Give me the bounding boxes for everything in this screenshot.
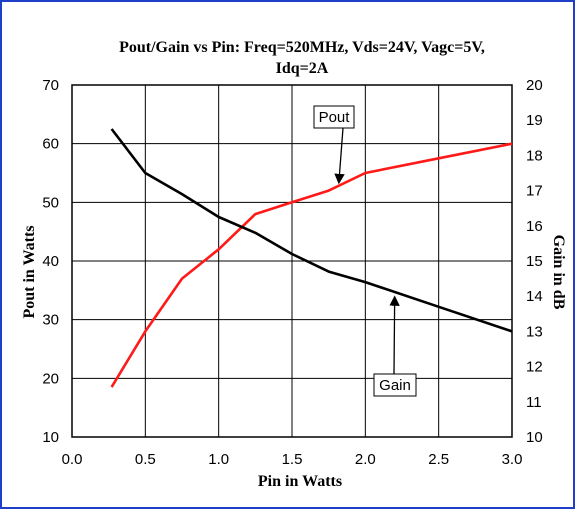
grid-lines	[71, 84, 513, 438]
right-axis-ticks: 10 11 12 13 14 15 16 17 18 19 20	[526, 77, 543, 446]
left-tick-label: 50	[42, 194, 59, 211]
x-axis-ticks: 0.0 0.5 1.0 1.5 2.0 2.5 3.0	[62, 451, 523, 468]
right-tick-label: 11	[526, 394, 542, 411]
chart-title: Pout/Gain vs Pin: Freq=520MHz, Vds=24V, …	[119, 39, 485, 56]
left-tick-label: 70	[42, 77, 59, 94]
callout-label-gain: Gain	[379, 377, 411, 394]
right-tick-label: 10	[526, 429, 543, 446]
series-layer	[110, 128, 513, 388]
plot-area-border	[71, 84, 513, 438]
right-tick-label: 19	[526, 112, 543, 129]
pout-gain-chart: Pout/Gain vs Pin: Freq=520MHz, Vds=24V, …	[21, 39, 567, 490]
callouts: Pout Gain	[313, 105, 417, 397]
callout-box-pout	[313, 105, 355, 129]
left-axis-ticks: 10 20 30 40 50 60 70	[42, 77, 59, 446]
chart-title-line2: Idq=2A	[276, 60, 329, 77]
callout-arrow-gain	[389, 295, 400, 375]
callout-label-pout: Pout	[319, 109, 351, 126]
x-tick-label: 1.5	[282, 451, 303, 468]
right-tick-label: 15	[526, 253, 543, 270]
right-axis-label: Gain in dB	[550, 235, 567, 310]
x-axis-label: Pin in Watts	[258, 473, 342, 490]
x-tick-label: 0.0	[62, 451, 83, 468]
right-tick-label: 14	[526, 288, 543, 305]
right-tick-label: 17	[526, 183, 543, 200]
callout-box-gain	[373, 373, 417, 397]
x-tick-label: 2.0	[355, 451, 376, 468]
left-tick-label: 30	[42, 312, 59, 329]
x-tick-label: 0.5	[135, 451, 156, 468]
left-axis-label: Pout in Watts	[21, 225, 38, 318]
left-tick-label: 20	[42, 370, 59, 387]
left-tick-label: 60	[42, 136, 59, 153]
right-tick-label: 18	[526, 147, 543, 164]
series-line-gain	[110, 128, 513, 333]
x-tick-label: 2.5	[428, 451, 449, 468]
x-tick-label: 1.0	[208, 451, 229, 468]
right-tick-label: 12	[526, 359, 543, 376]
left-tick-label: 40	[42, 253, 59, 270]
callout-arrow-pout	[334, 127, 345, 185]
x-tick-label: 3.0	[502, 451, 523, 468]
left-tick-label: 10	[42, 429, 59, 446]
right-tick-label: 20	[526, 77, 543, 94]
series-line-pout	[110, 142, 513, 388]
right-tick-label: 16	[526, 218, 543, 235]
right-tick-label: 13	[526, 323, 543, 340]
